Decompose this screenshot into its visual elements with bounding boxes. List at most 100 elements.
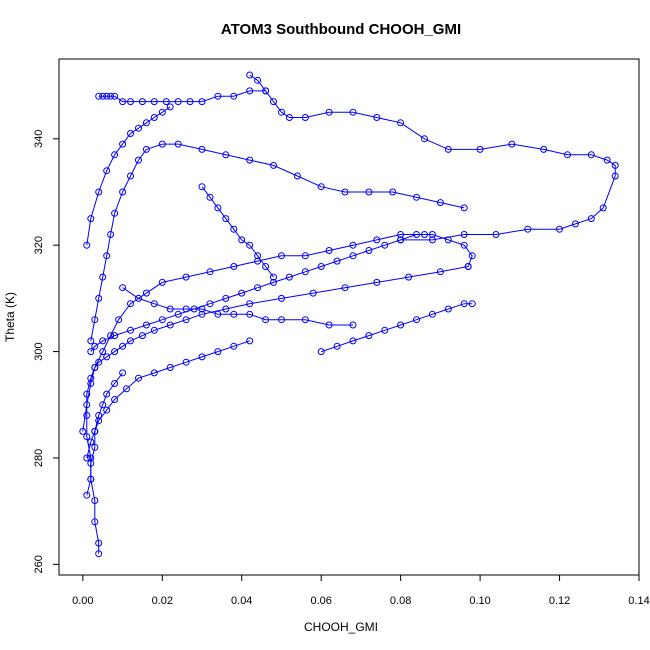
data-point [293, 172, 301, 180]
data-point [278, 316, 285, 324]
data-point [254, 76, 262, 84]
data-point [270, 273, 277, 281]
data-point [349, 241, 357, 249]
data-point [174, 310, 182, 318]
x-tick-label: 0.08 [390, 595, 411, 607]
data-point [460, 300, 468, 308]
data-point [444, 145, 452, 153]
data-point [103, 167, 111, 175]
data-point [214, 92, 222, 100]
data-point [587, 151, 595, 159]
x-tick-label: 0.00 [72, 595, 93, 607]
data-point [103, 406, 111, 414]
data-point [99, 92, 107, 100]
data-point [91, 316, 99, 324]
data-point [142, 119, 150, 127]
data-point [87, 380, 95, 387]
data-point [397, 236, 405, 244]
data-point [444, 305, 452, 313]
data-point [91, 518, 99, 526]
data-point [611, 172, 619, 180]
data-point [198, 183, 206, 191]
data-point [119, 284, 127, 292]
data-point [325, 321, 333, 329]
series-line-segment [249, 74, 616, 241]
data-point [95, 294, 103, 302]
data-point [492, 231, 500, 238]
data-point [135, 294, 142, 302]
data-point [428, 236, 436, 244]
data-point [142, 145, 150, 153]
data-point [325, 108, 333, 116]
data-point [365, 188, 373, 196]
data-point [87, 337, 95, 345]
data-point [285, 114, 293, 121]
data-point [99, 348, 107, 356]
x-tick-label: 0.02 [152, 595, 173, 607]
data-point [103, 92, 111, 100]
y-axis-label: Theta (K) [3, 292, 17, 342]
data-point [214, 310, 222, 318]
data-point [246, 310, 254, 318]
data-point [262, 87, 270, 95]
data-point [107, 231, 115, 238]
x-tick-label: 0.14 [628, 595, 649, 607]
plot-area-frame [58, 58, 640, 576]
data-point [309, 289, 317, 297]
data-point [127, 172, 134, 180]
data-point [230, 310, 238, 318]
data-point [127, 337, 134, 345]
data-point [349, 337, 357, 345]
data-point [254, 284, 262, 292]
data-point [150, 300, 158, 308]
data-point [270, 278, 277, 286]
data-point [413, 193, 420, 201]
data-point [182, 305, 190, 313]
data-point [230, 263, 238, 270]
data-point [95, 92, 103, 100]
data-point [91, 364, 99, 371]
data-point [198, 305, 206, 313]
data-point [301, 114, 309, 121]
data-point [317, 183, 325, 191]
data-point [341, 284, 349, 292]
data-point [87, 459, 95, 467]
data-point [87, 454, 95, 462]
data-point [83, 433, 91, 441]
data-point [150, 98, 158, 106]
data-point [166, 103, 174, 111]
data-point [365, 332, 373, 340]
data-point [119, 98, 127, 106]
data-point [198, 353, 206, 361]
data-point [83, 454, 91, 462]
data-point [246, 156, 254, 164]
data-point [87, 348, 95, 356]
data-point [285, 273, 293, 281]
data-point [476, 145, 484, 153]
data-point [556, 225, 563, 233]
data-point [381, 241, 389, 249]
data-point [599, 204, 607, 212]
data-point [135, 156, 142, 164]
data-point [111, 92, 119, 100]
data-point [95, 188, 103, 196]
y-tick-label: 280 [33, 449, 45, 467]
data-point [142, 321, 150, 329]
data-point [317, 263, 325, 270]
data-point [174, 98, 182, 106]
data-point [87, 475, 95, 483]
data-point [564, 151, 571, 159]
x-axis: 0.00 0.02 0.04 0.06 0.08 0.10 0.12 0.14 [72, 574, 650, 607]
data-point [111, 396, 119, 403]
data-point [222, 294, 230, 302]
data-point [270, 98, 277, 106]
data-point [91, 427, 99, 435]
data-point [158, 108, 166, 116]
data-point [397, 119, 405, 127]
data-point [405, 273, 413, 281]
data-point [540, 145, 548, 153]
x-tick-label: 0.06 [310, 595, 331, 607]
data-point [421, 135, 428, 143]
data-point [91, 497, 99, 504]
data-point [142, 289, 150, 297]
